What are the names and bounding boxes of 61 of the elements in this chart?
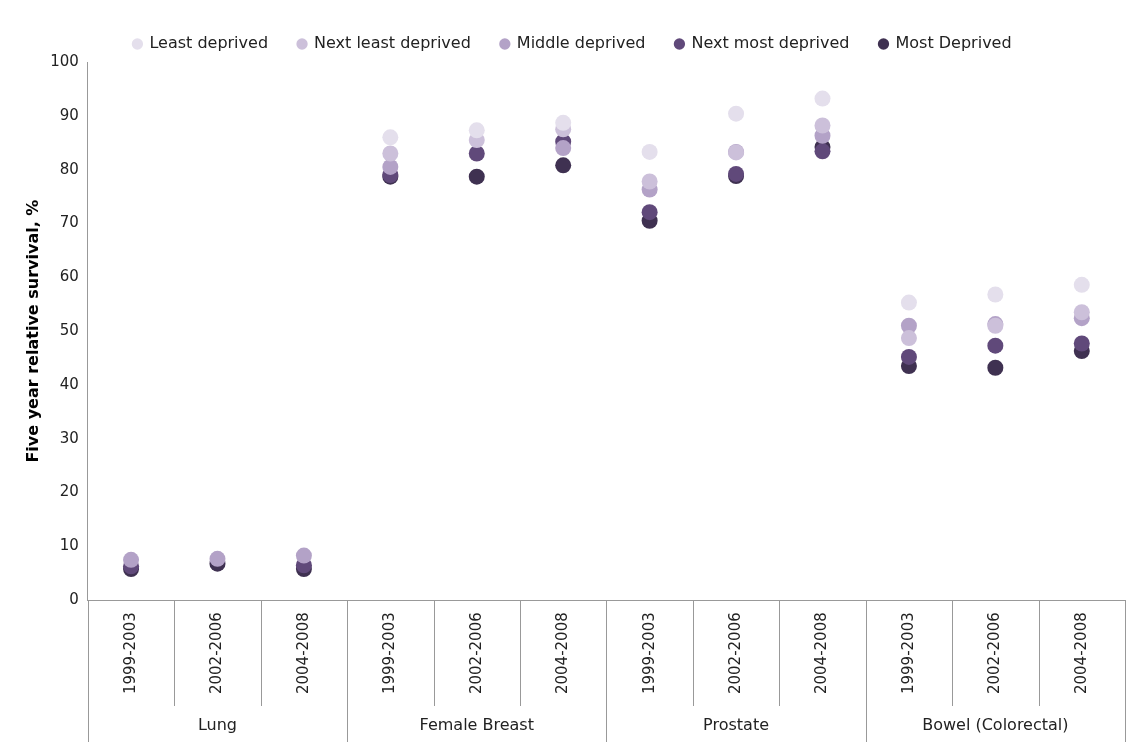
text: Lung bbox=[197, 715, 238, 735]
y-axis-title: Five year relative survival, % bbox=[22, 199, 42, 463]
x-tick-label: 1999-2003 bbox=[120, 612, 139, 695]
text: Prostate bbox=[703, 715, 770, 735]
point bbox=[900, 330, 917, 347]
point bbox=[209, 550, 226, 567]
point bbox=[728, 105, 745, 122]
point bbox=[295, 547, 312, 564]
y-tick-label: 20 bbox=[59, 482, 79, 501]
point bbox=[382, 158, 399, 175]
x-tick-label: 2004-2008 bbox=[553, 612, 572, 695]
point bbox=[987, 286, 1004, 303]
point bbox=[555, 140, 572, 157]
point bbox=[900, 348, 917, 365]
point bbox=[814, 90, 831, 107]
y-tick-label: 70 bbox=[59, 213, 79, 232]
point bbox=[900, 294, 917, 311]
x-tick-label: 2004-2008 bbox=[812, 612, 831, 695]
x-tick-label: 1999-2003 bbox=[380, 612, 399, 695]
y-tick-label: 50 bbox=[59, 321, 79, 340]
point bbox=[382, 145, 399, 162]
x-tick-label: 2002-2006 bbox=[466, 612, 485, 695]
y-tick-label: 100 bbox=[50, 51, 79, 70]
point bbox=[814, 143, 831, 160]
x-tick-label: 1999-2003 bbox=[639, 612, 658, 695]
point bbox=[641, 204, 658, 221]
point bbox=[641, 143, 658, 160]
point bbox=[468, 122, 485, 139]
point bbox=[1073, 335, 1090, 352]
x-tick-label: 1999-2003 bbox=[898, 612, 917, 695]
point bbox=[987, 337, 1004, 354]
y-tick-label: 90 bbox=[59, 105, 79, 124]
legend-label: Next most deprived bbox=[691, 33, 850, 53]
x-tick-label: 2002-2006 bbox=[725, 612, 744, 695]
point bbox=[468, 145, 485, 162]
y-tick-label: 40 bbox=[59, 374, 79, 393]
point bbox=[1073, 276, 1090, 293]
y-tick-label: 60 bbox=[59, 267, 79, 286]
point bbox=[1073, 304, 1090, 321]
legend-label: Middle deprived bbox=[516, 33, 646, 53]
point bbox=[382, 129, 399, 146]
point bbox=[555, 114, 572, 131]
x-tick-label: 2002-2006 bbox=[985, 612, 1004, 695]
x-tick-label: 2004-2008 bbox=[1071, 612, 1090, 695]
text: Bowel (Colorectal) bbox=[922, 715, 1069, 735]
legend-label: Least deprived bbox=[149, 33, 269, 53]
y-tick-label: 10 bbox=[59, 536, 79, 555]
legend-label: Next least deprived bbox=[314, 33, 471, 53]
point bbox=[468, 168, 485, 185]
point bbox=[555, 157, 572, 174]
point bbox=[814, 117, 831, 134]
point bbox=[987, 359, 1004, 376]
y-tick-label: 80 bbox=[59, 159, 79, 178]
point bbox=[123, 551, 140, 568]
y-tick-label: 0 bbox=[69, 590, 79, 609]
text: Female Breast bbox=[419, 715, 534, 735]
point bbox=[641, 173, 658, 190]
x-tick-label: 2004-2008 bbox=[293, 612, 312, 695]
x-tick-label: 2002-2006 bbox=[207, 612, 226, 695]
y-tick-label: 30 bbox=[59, 428, 79, 447]
legend-label: Most Deprived bbox=[895, 33, 1012, 53]
